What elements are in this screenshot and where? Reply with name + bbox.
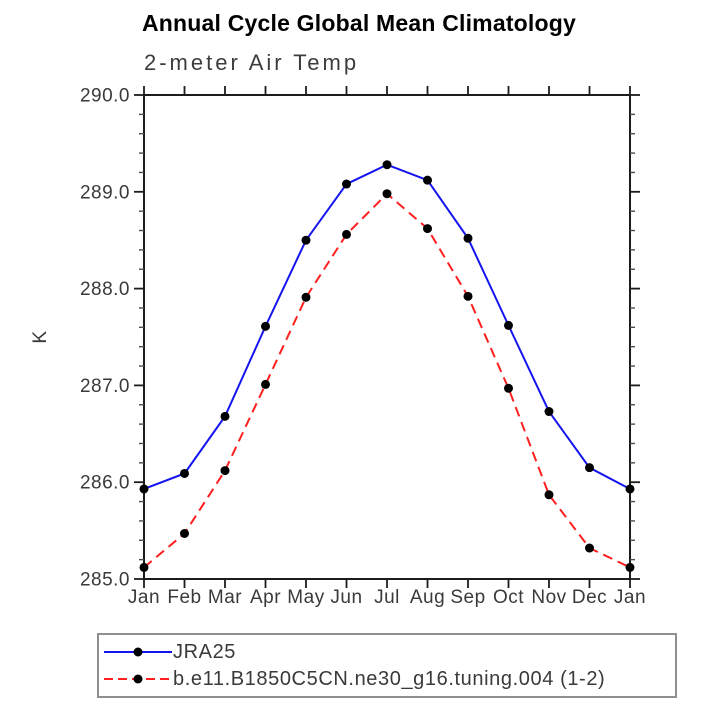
legend-marker-dot — [133, 647, 143, 657]
data-point-marker — [139, 562, 149, 572]
data-point-marker — [180, 529, 189, 539]
data-point-marker — [382, 160, 392, 170]
x-tick-label: Aug — [410, 587, 445, 608]
x-tick-label: Jun — [330, 587, 362, 608]
data-point-marker — [301, 235, 311, 245]
legend-line-sample-solid-blue — [104, 647, 172, 657]
y-tick-label: 287.0 — [80, 376, 130, 397]
legend-label-model: b.e11.B1850C5CN.ne30_g16.tuning.004 (1-2… — [173, 667, 606, 690]
data-point-marker — [261, 379, 270, 389]
data-point-marker — [423, 224, 432, 234]
x-tick-label: Dec — [572, 587, 607, 608]
data-point-marker — [625, 484, 635, 494]
y-tick-label: 290.0 — [80, 86, 130, 107]
data-point-marker — [261, 321, 270, 331]
data-point-marker — [463, 291, 473, 301]
legend-marker-dot — [133, 674, 143, 684]
data-point-marker — [342, 179, 351, 189]
x-tick-label: Jan — [614, 587, 646, 608]
legend-item-model: b.e11.B1850C5CN.ne30_g16.tuning.004 (1-2… — [103, 668, 675, 690]
data-point-marker — [220, 411, 230, 421]
data-point-marker — [625, 562, 635, 572]
y-tick-label: 286.0 — [80, 473, 130, 494]
legend-line-sample-dashed-red — [104, 674, 172, 684]
data-point-marker — [301, 292, 311, 302]
x-tick-label: Oct — [493, 587, 524, 608]
data-point-marker — [180, 468, 189, 478]
x-tick-label: Nov — [531, 587, 566, 608]
chart-subtitle: 2-meter Air Temp — [144, 50, 360, 75]
data-point-marker — [504, 383, 513, 393]
chart-title: Annual Cycle Global Mean Climatology — [141, 10, 577, 36]
x-tick-label: Mar — [208, 587, 242, 608]
legend-item-jra25: JRA25 — [103, 641, 675, 663]
data-point-marker — [342, 229, 351, 239]
x-tick-label: Jul — [374, 587, 400, 608]
y-tick-label: 289.0 — [80, 182, 130, 203]
y-tick-label: 285.0 — [80, 570, 130, 591]
x-tick-label: Apr — [250, 587, 281, 608]
x-tick-label: Sep — [450, 587, 485, 608]
data-series — [139, 160, 635, 572]
data-point-marker — [139, 484, 149, 494]
x-tick-label: May — [287, 587, 324, 608]
series-line-1 — [143, 192, 631, 569]
legend-box: JRA25 b.e11.B1850C5CN.ne30_g16.tuning.00… — [97, 633, 677, 698]
data-point-marker — [220, 466, 230, 476]
series-line-0 — [143, 163, 631, 490]
data-point-marker — [504, 320, 513, 330]
data-point-marker — [544, 407, 554, 417]
axes: Jan Feb Mar Apr May Jun Jul Aug Sep Oct Nov Dec Jan2… — [80, 86, 646, 609]
data-point-marker — [544, 490, 554, 500]
data-point-marker — [463, 233, 473, 243]
y-axis-label: K — [30, 330, 51, 343]
data-point-marker — [585, 543, 594, 553]
legend-label-jra25: JRA25 — [173, 640, 237, 663]
x-tick-label: Feb — [167, 587, 201, 608]
y-tick-label: 288.0 — [80, 279, 130, 300]
data-point-marker — [382, 189, 392, 199]
x-tick-label: Jan — [128, 587, 160, 608]
data-point-marker — [585, 463, 594, 473]
data-point-marker — [423, 175, 432, 185]
